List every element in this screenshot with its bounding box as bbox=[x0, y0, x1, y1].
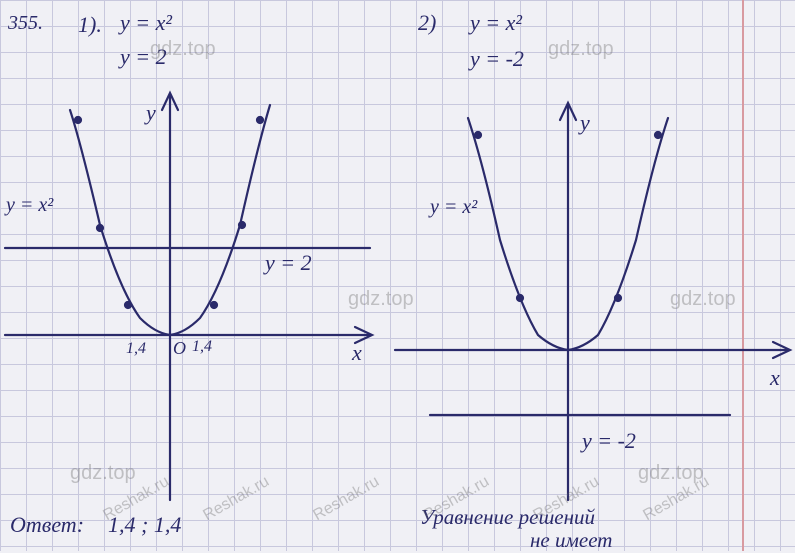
left-parabola-label: y = x² bbox=[6, 194, 53, 217]
left-dot bbox=[75, 117, 81, 123]
left-line-label: y = 2 bbox=[265, 250, 312, 276]
right-dot bbox=[615, 295, 621, 301]
right-task-number: 2) bbox=[418, 10, 436, 36]
right-dot bbox=[475, 132, 481, 138]
left-dot bbox=[239, 222, 245, 228]
right-axis-x: x bbox=[770, 365, 780, 391]
right-conclusion-1: Уравнение решений bbox=[420, 505, 595, 530]
left-root-pos: 1,4 bbox=[192, 338, 212, 356]
right-dot bbox=[517, 295, 523, 301]
problem-number: 355. bbox=[8, 12, 43, 35]
right-line-label: y = -2 bbox=[582, 428, 636, 454]
drawings-svg bbox=[0, 0, 795, 551]
left-task-number: 1). bbox=[78, 12, 102, 38]
left-dot bbox=[257, 117, 263, 123]
left-eq2: y = 2 bbox=[120, 44, 167, 70]
right-eq1: y = x² bbox=[470, 10, 522, 36]
left-root-neg: 1,4 bbox=[126, 340, 146, 358]
right-eq2: y = -2 bbox=[470, 46, 524, 72]
right-axis-y: y bbox=[580, 110, 590, 136]
left-eq1: y = x² bbox=[120, 10, 172, 36]
left-axis-y: y bbox=[146, 100, 156, 126]
left-axis-x: x bbox=[352, 340, 362, 366]
left-dot bbox=[97, 225, 103, 231]
left-answer-value: 1,4 ; 1,4 bbox=[108, 512, 181, 538]
right-conclusion-2: не имеет bbox=[530, 528, 612, 553]
left-answer-prefix: Ответ: bbox=[10, 512, 84, 538]
right-parabola-label: y = x² bbox=[430, 196, 477, 219]
left-dot bbox=[211, 302, 217, 308]
left-origin: O bbox=[173, 338, 186, 359]
left-dot bbox=[125, 302, 131, 308]
right-dot bbox=[655, 132, 661, 138]
